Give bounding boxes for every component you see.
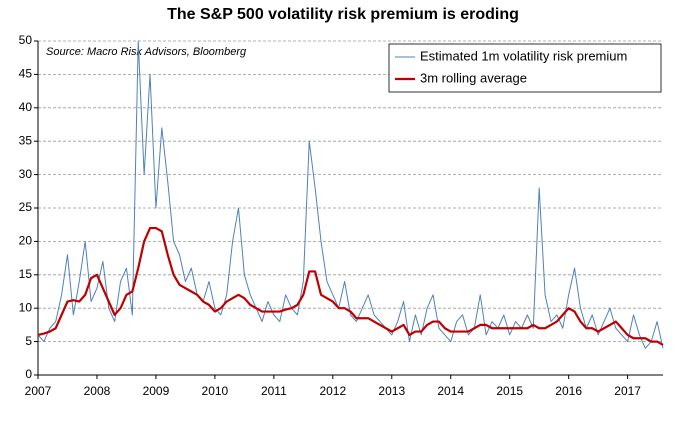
y-tick-label: 30 xyxy=(19,167,33,181)
x-tick-label: 2007 xyxy=(25,384,52,398)
series-line xyxy=(37,226,664,346)
x-tick-label: 2017 xyxy=(614,384,641,398)
x-tick-label: 2013 xyxy=(378,384,405,398)
legend-box xyxy=(388,43,662,93)
x-tick-label: 2014 xyxy=(437,384,464,398)
legend-label: Estimated 1m volatility risk premium xyxy=(420,48,627,63)
x-tick-label: 2011 xyxy=(261,384,287,398)
y-tick-label: 0 xyxy=(25,367,32,381)
x-tick-label: 2012 xyxy=(319,384,346,398)
y-tick-label: 50 xyxy=(19,33,33,47)
y-tick-label: 45 xyxy=(19,67,33,81)
x-tick-label: 2010 xyxy=(202,384,229,398)
y-tick-label: 35 xyxy=(19,133,33,147)
y-tick-label: 5 xyxy=(25,334,32,348)
x-tick-label: 2008 xyxy=(84,384,111,398)
x-tick-label: 2009 xyxy=(143,384,170,398)
y-tick-label: 15 xyxy=(19,267,33,281)
legend-label: 3m rolling average xyxy=(420,70,527,85)
x-tick-label: 2016 xyxy=(555,384,582,398)
chart-title: The S&P 500 volatility risk premium is e… xyxy=(167,6,519,23)
y-tick-label: 40 xyxy=(19,100,33,114)
x-tick-label: 2015 xyxy=(496,384,523,398)
y-tick-label: 10 xyxy=(19,300,33,314)
y-tick-label: 25 xyxy=(19,200,33,214)
y-tick-label: 20 xyxy=(19,234,33,248)
source-note: Source: Macro Risk Advisors, Bloomberg xyxy=(46,46,247,58)
